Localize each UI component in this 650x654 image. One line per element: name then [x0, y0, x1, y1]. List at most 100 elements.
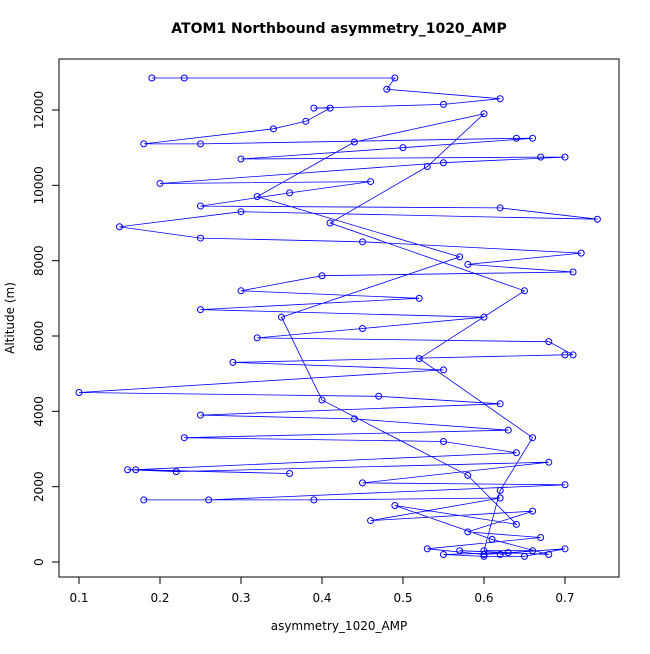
point — [512, 449, 520, 457]
x-tick-label: 0.4 — [312, 591, 331, 605]
point — [302, 117, 310, 125]
point — [480, 550, 488, 558]
point — [561, 545, 569, 553]
point — [537, 153, 545, 161]
point — [391, 74, 399, 82]
point — [529, 507, 537, 515]
point — [399, 144, 407, 152]
point — [75, 389, 83, 397]
point — [237, 287, 245, 295]
point — [439, 100, 447, 108]
point — [439, 159, 447, 167]
point — [480, 313, 488, 321]
point — [269, 125, 277, 133]
point — [537, 534, 545, 542]
point — [116, 223, 124, 231]
x-axis-title: asymmetry_1020_AMP — [271, 619, 408, 633]
x-tick-label: 0.2 — [150, 591, 169, 605]
point — [423, 163, 431, 171]
x-tick-label: 0.3 — [231, 591, 250, 605]
point — [148, 74, 156, 82]
point — [415, 294, 423, 302]
point — [496, 95, 504, 103]
point — [326, 219, 334, 227]
point — [180, 434, 188, 442]
point — [140, 496, 148, 504]
y-tick-label: 8000 — [32, 245, 46, 276]
point — [358, 324, 366, 332]
point — [350, 138, 358, 146]
point — [229, 358, 237, 366]
point — [496, 400, 504, 408]
point — [140, 140, 148, 148]
point — [520, 552, 528, 560]
point — [520, 287, 528, 295]
point — [512, 520, 520, 528]
point — [496, 204, 504, 212]
plot-frame — [58, 58, 620, 578]
point — [156, 179, 164, 187]
point — [504, 549, 512, 557]
point — [367, 517, 375, 525]
point — [464, 528, 472, 536]
point — [456, 253, 464, 261]
point — [391, 502, 399, 510]
point — [496, 550, 504, 558]
point — [504, 426, 512, 434]
point — [172, 468, 180, 476]
point — [196, 202, 204, 210]
point — [545, 338, 553, 346]
point — [569, 268, 577, 276]
point — [545, 458, 553, 466]
point — [439, 366, 447, 374]
point — [180, 74, 188, 82]
point — [488, 535, 496, 543]
point — [577, 249, 585, 257]
y-tick-label: 12000 — [32, 91, 46, 129]
point — [367, 178, 375, 186]
point — [464, 471, 472, 479]
point — [512, 134, 520, 142]
point — [456, 547, 464, 555]
point — [253, 334, 261, 342]
point — [196, 140, 204, 148]
point — [423, 545, 431, 553]
point — [480, 547, 488, 555]
point — [310, 496, 318, 504]
point — [383, 85, 391, 93]
point — [196, 234, 204, 242]
chart-title: ATOM1 Northbound asymmetry_1020_AMP — [171, 21, 506, 37]
y-axis-title: Altitude (m) — [3, 282, 17, 354]
point — [358, 479, 366, 487]
point — [318, 272, 326, 280]
point — [480, 110, 488, 118]
point — [415, 355, 423, 363]
point — [569, 351, 577, 359]
point — [529, 547, 537, 555]
point — [196, 411, 204, 419]
series-line — [78, 77, 598, 557]
point — [593, 215, 601, 223]
point — [132, 466, 140, 474]
y-tick-label: 10000 — [32, 166, 46, 204]
point — [561, 153, 569, 161]
point — [310, 104, 318, 112]
point — [253, 193, 261, 201]
point — [237, 155, 245, 163]
x-tick-label: 0.7 — [555, 591, 574, 605]
point — [237, 208, 245, 216]
point — [375, 392, 383, 400]
point — [277, 313, 285, 321]
x-tick-label: 0.6 — [474, 591, 493, 605]
point — [439, 550, 447, 558]
x-tick-label: 0.1 — [69, 591, 88, 605]
point — [205, 496, 213, 504]
point — [529, 434, 537, 442]
point — [464, 260, 472, 268]
x-tick-label: 0.5 — [393, 591, 412, 605]
point — [350, 415, 358, 423]
point — [286, 469, 294, 477]
point — [318, 396, 326, 404]
